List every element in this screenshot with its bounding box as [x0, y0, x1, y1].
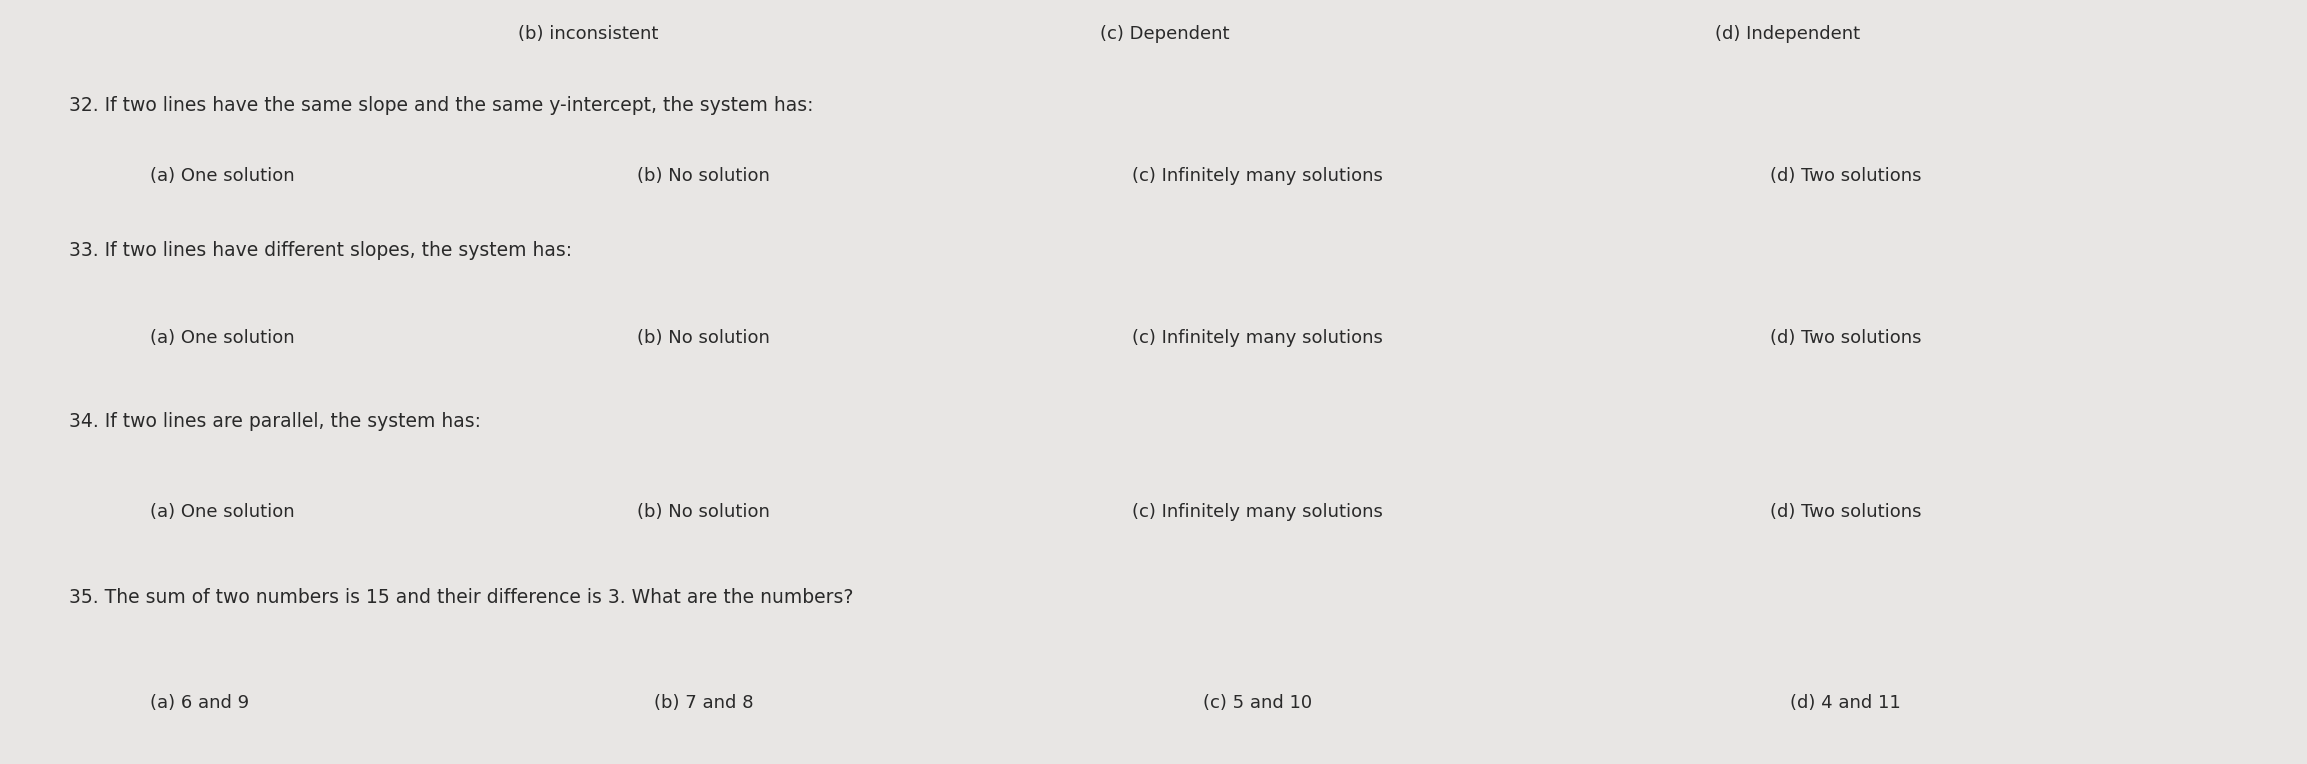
Text: (a) One solution: (a) One solution — [150, 329, 295, 347]
Text: 32. If two lines have the same slope and the same y-intercept, the system has:: 32. If two lines have the same slope and… — [69, 96, 814, 115]
Text: (a) One solution: (a) One solution — [150, 167, 295, 185]
Text: (b) No solution: (b) No solution — [637, 329, 771, 347]
Text: (c) Dependent: (c) Dependent — [1100, 25, 1230, 44]
Text: (d) 4 and 11: (d) 4 and 11 — [1790, 694, 1901, 712]
Text: (a) 6 and 9: (a) 6 and 9 — [150, 694, 249, 712]
Text: (d) Two solutions: (d) Two solutions — [1769, 329, 1922, 347]
Text: (b) No solution: (b) No solution — [637, 167, 771, 185]
Text: (c) Infinitely many solutions: (c) Infinitely many solutions — [1133, 503, 1382, 521]
Text: 35. The sum of two numbers is 15 and their difference is 3. What are the numbers: 35. The sum of two numbers is 15 and the… — [69, 588, 854, 607]
Text: 34. If two lines are parallel, the system has:: 34. If two lines are parallel, the syste… — [69, 413, 482, 431]
Text: (d) Independent: (d) Independent — [1716, 25, 1859, 44]
Text: (b) No solution: (b) No solution — [637, 503, 771, 521]
Text: (b) inconsistent: (b) inconsistent — [519, 25, 657, 44]
Text: 33. If two lines have different slopes, the system has:: 33. If two lines have different slopes, … — [69, 241, 572, 260]
Text: (b) 7 and 8: (b) 7 and 8 — [653, 694, 754, 712]
Text: (c) Infinitely many solutions: (c) Infinitely many solutions — [1133, 329, 1382, 347]
Text: (d) Two solutions: (d) Two solutions — [1769, 167, 1922, 185]
Text: (a) One solution: (a) One solution — [150, 503, 295, 521]
Text: (d) Two solutions: (d) Two solutions — [1769, 503, 1922, 521]
Text: (c) Infinitely many solutions: (c) Infinitely many solutions — [1133, 167, 1382, 185]
Text: (c) 5 and 10: (c) 5 and 10 — [1202, 694, 1313, 712]
